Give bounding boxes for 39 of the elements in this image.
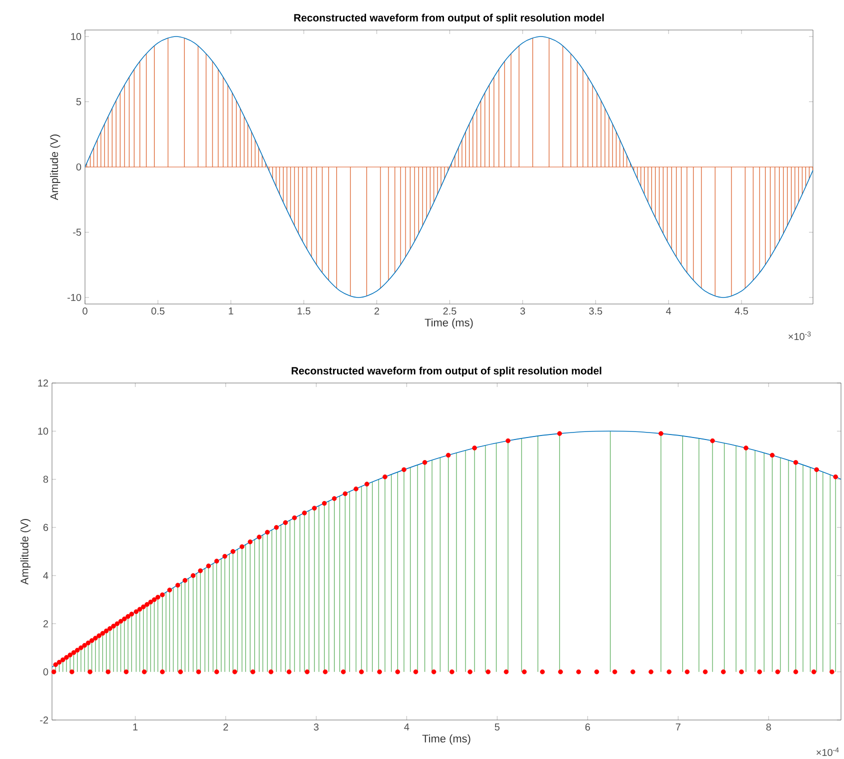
x-tick-label: 3 xyxy=(520,307,526,314)
y-tick-label: -2 xyxy=(40,716,48,724)
x-tick-label: 0 xyxy=(82,307,88,314)
y-tick-label: 0 xyxy=(43,668,48,676)
x-tick-label: 3.5 xyxy=(589,307,602,314)
x-tick-label: 0.5 xyxy=(151,307,164,314)
y-tick-label: 10 xyxy=(71,32,82,40)
x-axis-title: Time (ms) xyxy=(424,318,473,328)
text: ×10$^{-3}$ xyxy=(788,331,811,340)
x-tick-label: 1 xyxy=(228,307,234,314)
y-tick-label: -5 xyxy=(73,228,82,236)
y-tick-label: 0 xyxy=(76,163,82,170)
x-tick-label: 3 xyxy=(314,723,319,730)
y-axis-title: Amplitude (V) xyxy=(50,134,60,200)
y-tick-label: 12 xyxy=(38,379,48,386)
y-tick-label: 2 xyxy=(43,620,48,628)
y-axis-title: Amplitude (V) xyxy=(20,518,31,585)
x-tick-label: 8 xyxy=(766,723,771,730)
chart-title: Reconstructed waveform from output of split resolution model xyxy=(292,366,602,376)
x-tick-label: 1 xyxy=(133,723,138,730)
x-tick-label: 5 xyxy=(494,723,500,730)
x-tick-label: 1.5 xyxy=(298,307,310,314)
y-tick-label: 10 xyxy=(38,427,48,434)
text: ×10$^{-4}$ xyxy=(816,747,839,756)
x-axis-title: Time (ms) xyxy=(422,734,470,744)
x-tick-label: 2 xyxy=(223,723,228,730)
y-tick-label: 5 xyxy=(76,98,82,106)
y-tick-label: 4 xyxy=(43,572,48,579)
x-tick-label: 7 xyxy=(676,723,680,730)
x-tick-label: 2.5 xyxy=(443,307,456,314)
x-tick-label: 6 xyxy=(585,723,590,730)
x-tick-label: 2 xyxy=(374,307,380,314)
x-tick-label: 4 xyxy=(404,723,410,730)
x-tick-label: 4.5 xyxy=(734,307,748,314)
y-tick-label: 8 xyxy=(43,476,48,483)
chart-title: Reconstructed waveform from output of split resolution model xyxy=(294,14,604,24)
x-tick-label: 4 xyxy=(666,307,672,314)
y-tick-label: 6 xyxy=(43,524,48,531)
y-tick-label: -10 xyxy=(68,294,82,301)
